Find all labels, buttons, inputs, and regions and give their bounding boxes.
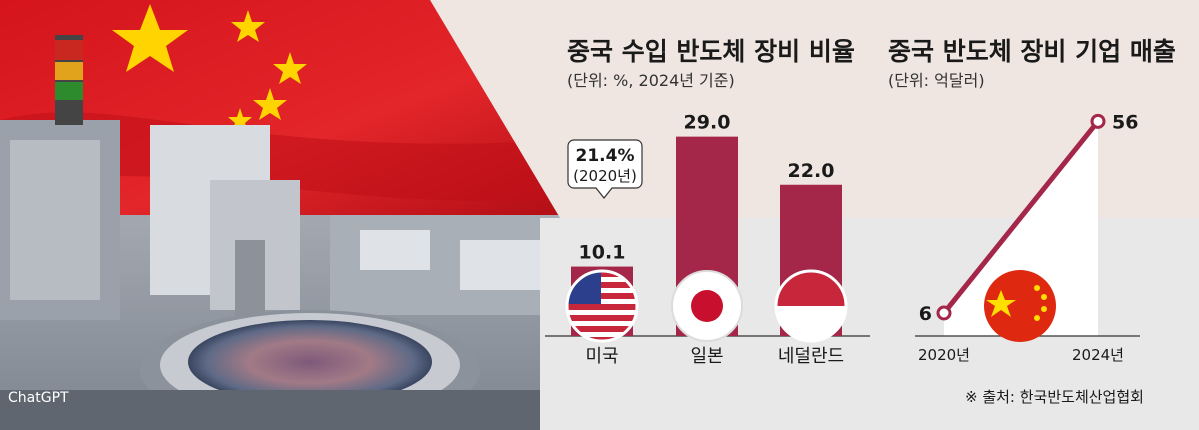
callout-year: (2020년) xyxy=(573,167,637,185)
bar-chart-subtitle: (단위: %, 2024년 기준) xyxy=(567,71,735,90)
bar-value-label: 29.0 xyxy=(684,112,731,134)
bar-value-label: 10.1 xyxy=(579,242,626,264)
bar-chart-title: 중국 수입 반도체 장비 비율 xyxy=(567,37,855,66)
netherlands-flag-icon xyxy=(774,269,848,343)
source-note: ※ 출처: 한국반도체산업협회 xyxy=(965,388,1144,406)
china-flag-icon xyxy=(984,270,1056,342)
data-point xyxy=(1090,113,1106,129)
line-area xyxy=(944,121,1098,336)
x-tick-label: 2024년 xyxy=(1072,346,1124,364)
bar-value-label: 22.0 xyxy=(788,160,835,182)
sales-chart: 중국 반도체 장비 기업 매출 (단위: 억달러) 6 2020년 56 2024년 xyxy=(888,37,1176,364)
line-chart-subtitle: (단위: 억달러) xyxy=(888,71,985,90)
x-tick-label: 2020년 xyxy=(918,346,970,364)
callout-value: 21.4% xyxy=(576,146,635,166)
category-label: 일본 xyxy=(690,346,723,367)
us-flag-icon xyxy=(565,269,639,343)
point-value-label: 56 xyxy=(1112,111,1138,133)
data-point xyxy=(936,305,952,321)
category-label: 미국 xyxy=(585,346,618,367)
factory-photo: ChatGPT xyxy=(0,0,560,430)
series-line xyxy=(942,119,1100,315)
photo-credit: ChatGPT xyxy=(8,390,69,406)
line-chart-title: 중국 반도체 장비 기업 매출 xyxy=(888,37,1176,66)
callout-2020: 21.4% (2020년) xyxy=(567,139,643,199)
japan-flag-icon xyxy=(671,270,743,342)
import-ratio-chart: 중국 수입 반도체 장비 비율 (단위: %, 2024년 기준) 10.1 미국… xyxy=(545,37,870,367)
callout-bubble xyxy=(567,139,643,199)
category-label: 네덜란드 xyxy=(778,346,844,367)
point-value-label: 6 xyxy=(919,303,932,325)
